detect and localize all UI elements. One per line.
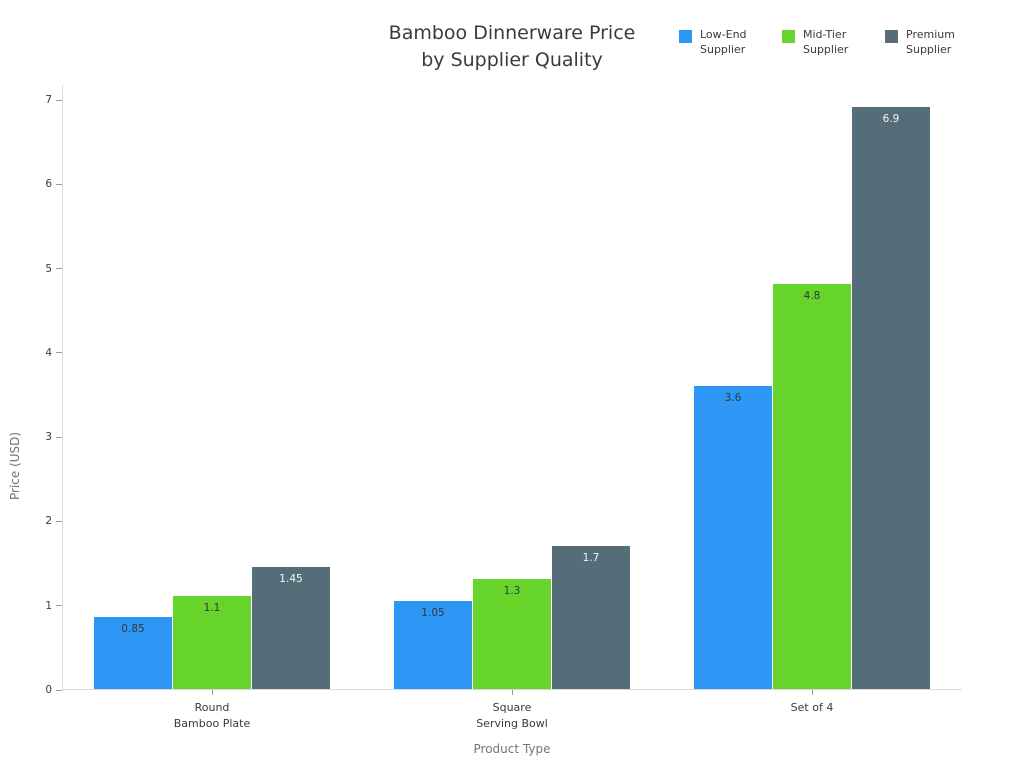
- bar-value-label: 1.05: [421, 606, 445, 619]
- legend-label: Low-End Supplier: [700, 28, 747, 56]
- bar-value-label: 6.9: [882, 113, 900, 126]
- y-tick-label: 7: [45, 94, 52, 106]
- bar-group: 1.05 1.3 1.7: [394, 85, 630, 689]
- x-tick-mark: [811, 690, 813, 695]
- x-axis-line: [62, 689, 962, 690]
- bar: 6.9: [852, 107, 930, 689]
- bar: 3.6: [694, 385, 772, 689]
- y-axis-line: [62, 85, 63, 690]
- plot-area: 0 1 2 3 4 5 6 7 0.85 1.1 1.45 Round Bamboo Plate 1.05…: [45, 85, 962, 730]
- chart-title: Bamboo Dinnerware Price by Supplier Qual…: [0, 20, 1024, 74]
- y-tick-mark: [56, 436, 62, 438]
- x-tick-mark: [511, 690, 513, 695]
- chart-title-line1: Bamboo Dinnerware Price: [388, 22, 636, 44]
- y-tick-label: 4: [45, 346, 52, 359]
- y-tick-mark: [56, 605, 62, 607]
- y-tick-mark: [56, 183, 62, 185]
- y-tick-mark: [56, 99, 62, 101]
- y-tick-mark: [56, 520, 62, 522]
- legend-swatch: [782, 30, 795, 43]
- legend-swatch: [885, 30, 898, 43]
- bar: 0.85: [94, 617, 172, 689]
- y-tick-mark: [56, 268, 62, 270]
- bar: 1.1: [173, 596, 251, 689]
- legend-label: Premium Supplier: [906, 28, 955, 56]
- y-tick-label: 0: [45, 684, 52, 696]
- x-category-label: Round Bamboo Plate: [173, 701, 251, 730]
- legend-label: Mid-Tier Supplier: [803, 28, 849, 56]
- bar-value-label: 1.7: [582, 551, 600, 564]
- bar: 1.7: [552, 545, 630, 689]
- chart-title-line2: by Supplier Quality: [421, 49, 603, 71]
- legend-item: Mid-Tier Supplier: [782, 27, 859, 57]
- y-tick-label: 3: [45, 431, 52, 444]
- y-axis-title: Price (USD): [8, 431, 22, 500]
- bar: 1.45: [252, 566, 330, 689]
- bar-group: 0.85 1.1 1.45: [94, 85, 330, 689]
- y-tick-label: 6: [45, 178, 52, 191]
- x-category-label: Square Serving Bowl: [476, 701, 548, 730]
- legend-item: Low-End Supplier: [679, 27, 756, 57]
- legend: Low-End Supplier Mid-Tier Supplier Premium…: [679, 27, 962, 57]
- bar: 1.3: [473, 579, 551, 689]
- bar-value-label: 1.1: [203, 602, 221, 615]
- bar-value-label: 1.45: [279, 572, 303, 585]
- y-tick-label: 5: [45, 262, 52, 275]
- legend-swatch: [679, 30, 692, 43]
- legend-item: Premium Supplier: [885, 27, 962, 57]
- bar-value-label: 1.3: [503, 585, 521, 598]
- y-tick-label: 1: [45, 599, 52, 612]
- bar: 1.05: [394, 600, 472, 689]
- bar-value-label: 0.85: [121, 623, 145, 636]
- x-tick-mark: [211, 690, 213, 695]
- y-tick-mark: [56, 352, 62, 354]
- bar-group: 3.6 4.8 6.9: [694, 85, 930, 689]
- bar-value-label: 4.8: [803, 290, 821, 303]
- x-category-label: Set of 4: [790, 701, 834, 714]
- x-axis-title: Product Type: [473, 742, 551, 756]
- y-tick-mark: [56, 689, 62, 691]
- bar: 4.8: [773, 284, 851, 689]
- bar-value-label: 3.6: [724, 391, 742, 404]
- y-tick-label: 2: [45, 515, 52, 528]
